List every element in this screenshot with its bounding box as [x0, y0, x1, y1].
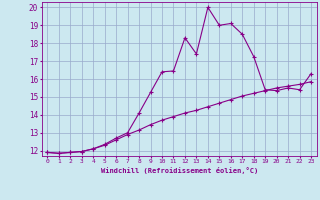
X-axis label: Windchill (Refroidissement éolien,°C): Windchill (Refroidissement éolien,°C): [100, 167, 258, 174]
